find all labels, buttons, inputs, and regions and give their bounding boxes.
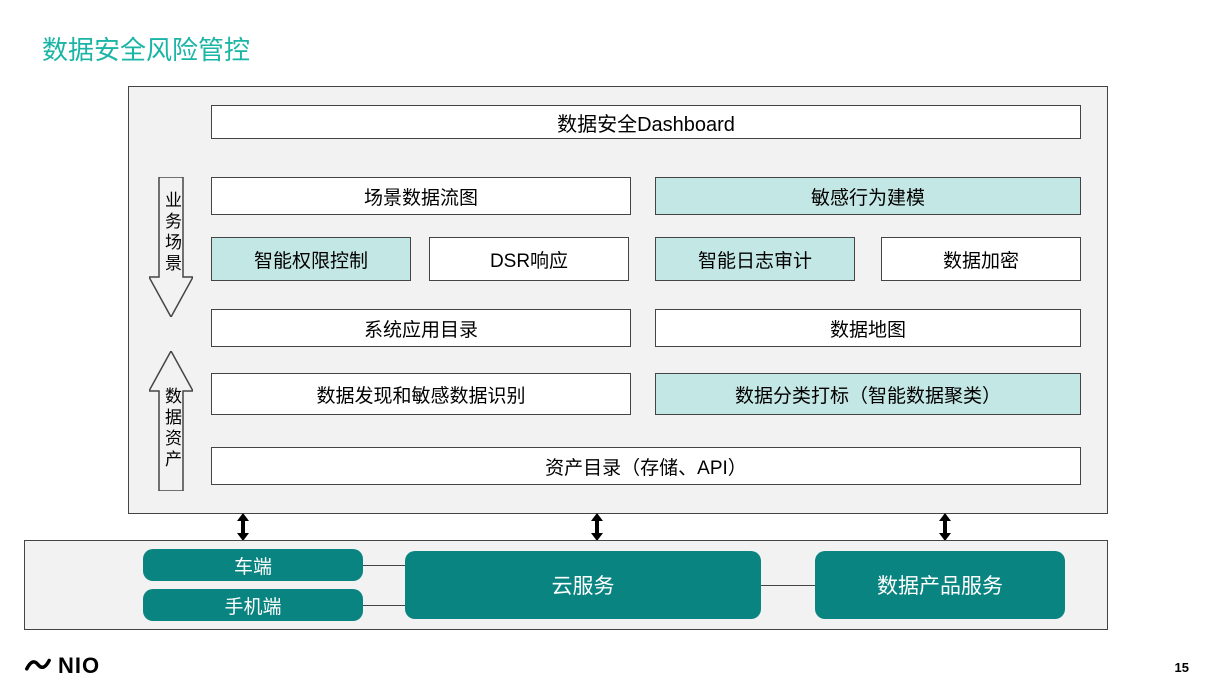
box-asset-catalog: 资产目录（存储、API） bbox=[211, 447, 1081, 485]
arrow-up-label: 数据资产 bbox=[163, 387, 181, 471]
box-scene-dataflow: 场景数据流图 bbox=[211, 177, 631, 215]
box-data-map: 数据地图 bbox=[655, 309, 1081, 347]
page-number: 15 bbox=[1175, 660, 1189, 675]
box-system-app-catalog: 系统应用目录 bbox=[211, 309, 631, 347]
slide-title: 数据安全风险管控 bbox=[42, 30, 250, 67]
box-smart-log-audit: 智能日志审计 bbox=[655, 237, 855, 281]
main-diagram-container: 数据安全Dashboard 业务场景 数据资产 场景数据流图 敏感行为建模 智能… bbox=[128, 86, 1108, 514]
connector-arrow-icon bbox=[938, 513, 952, 541]
pill-mobile-end: 手机端 bbox=[143, 589, 363, 621]
connector-line bbox=[761, 585, 815, 586]
box-dsr-response: DSR响应 bbox=[429, 237, 629, 281]
connector-line bbox=[363, 605, 405, 606]
brand-logo-text: NIO bbox=[58, 653, 100, 679]
connector-arrow-icon bbox=[590, 513, 604, 541]
connector-line bbox=[363, 565, 405, 566]
box-data-classification-tagging: 数据分类打标（智能数据聚类） bbox=[655, 373, 1081, 415]
box-sensitive-behavior-modeling: 敏感行为建模 bbox=[655, 177, 1081, 215]
connector-arrow-icon bbox=[236, 513, 250, 541]
pill-data-product-service: 数据产品服务 bbox=[815, 551, 1065, 619]
pill-vehicle-end: 车端 bbox=[143, 549, 363, 581]
dashboard-box: 数据安全Dashboard bbox=[211, 105, 1081, 139]
bottom-services-container: 车端 手机端 云服务 数据产品服务 bbox=[24, 540, 1108, 630]
pill-cloud-service: 云服务 bbox=[405, 551, 761, 619]
box-data-discovery: 数据发现和敏感数据识别 bbox=[211, 373, 631, 415]
brand-logo: NIO bbox=[24, 653, 100, 679]
box-data-encryption: 数据加密 bbox=[881, 237, 1081, 281]
arrow-down-label: 业务场景 bbox=[163, 191, 181, 275]
nio-logo-icon bbox=[24, 656, 52, 676]
box-smart-access-control: 智能权限控制 bbox=[211, 237, 411, 281]
